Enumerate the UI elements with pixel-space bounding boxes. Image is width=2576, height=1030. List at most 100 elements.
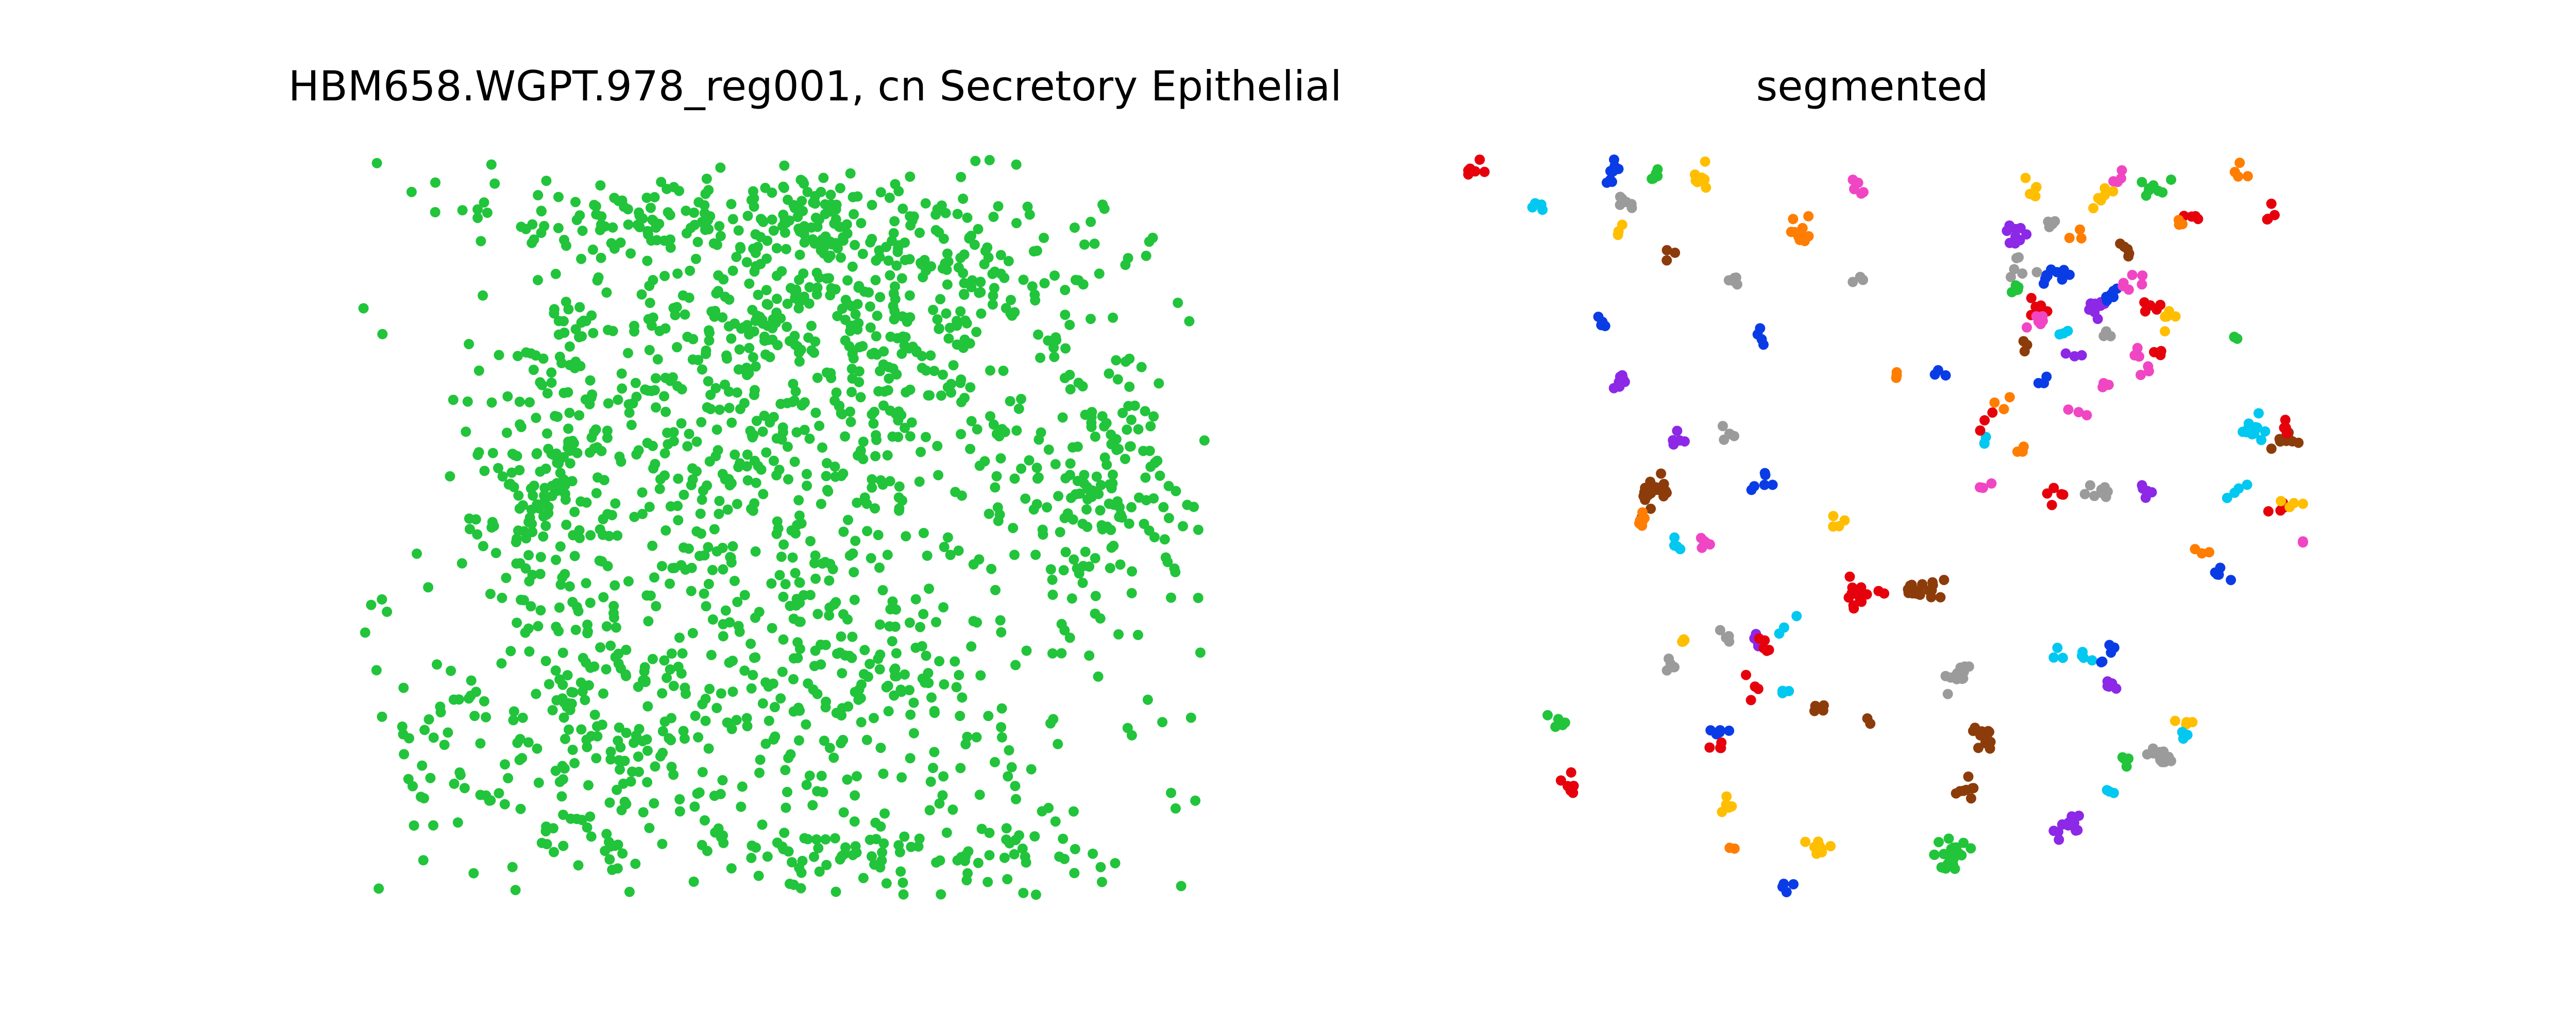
data-point bbox=[831, 387, 842, 398]
data-point bbox=[371, 158, 382, 168]
data-point bbox=[514, 465, 525, 475]
data-point bbox=[499, 799, 510, 810]
data-point bbox=[916, 258, 926, 268]
data-point bbox=[799, 237, 810, 248]
data-point bbox=[945, 550, 956, 560]
cluster-point bbox=[1933, 365, 1943, 375]
data-point bbox=[748, 670, 758, 680]
data-point bbox=[1074, 568, 1084, 579]
cluster-point bbox=[1638, 491, 1649, 502]
data-point bbox=[1193, 524, 1204, 535]
data-point bbox=[760, 182, 771, 193]
data-point bbox=[557, 647, 568, 658]
data-point bbox=[560, 480, 570, 490]
data-point bbox=[637, 213, 648, 224]
data-point bbox=[775, 693, 786, 704]
data-point bbox=[768, 455, 779, 466]
data-point bbox=[1026, 764, 1037, 775]
data-point bbox=[874, 562, 885, 573]
data-point bbox=[812, 372, 823, 383]
data-point bbox=[559, 328, 570, 338]
data-point bbox=[726, 557, 737, 568]
data-point bbox=[707, 564, 718, 575]
data-point bbox=[975, 670, 986, 681]
data-point bbox=[505, 646, 516, 657]
data-point bbox=[776, 552, 787, 562]
data-point bbox=[849, 567, 859, 577]
cluster-point bbox=[2022, 322, 2032, 333]
data-point bbox=[771, 307, 782, 318]
data-point bbox=[1107, 478, 1118, 489]
data-point bbox=[608, 608, 619, 619]
data-point bbox=[697, 364, 707, 375]
cluster-point bbox=[2112, 177, 2123, 187]
data-point bbox=[554, 602, 565, 613]
data-point bbox=[884, 621, 895, 632]
data-point bbox=[554, 351, 565, 362]
data-point bbox=[439, 740, 450, 750]
data-point bbox=[637, 487, 648, 498]
data-point bbox=[760, 349, 771, 360]
cluster-point bbox=[2088, 203, 2099, 214]
data-point bbox=[606, 238, 617, 249]
cluster-point bbox=[2002, 226, 2012, 236]
data-point bbox=[905, 431, 916, 442]
data-point bbox=[1079, 239, 1090, 250]
data-point bbox=[915, 622, 925, 632]
data-point bbox=[513, 490, 524, 501]
data-point bbox=[988, 419, 999, 430]
data-point bbox=[904, 617, 915, 628]
data-point bbox=[724, 657, 735, 668]
data-point bbox=[775, 399, 786, 409]
data-point bbox=[942, 279, 953, 290]
data-point bbox=[745, 639, 756, 649]
data-point bbox=[565, 458, 575, 469]
data-point bbox=[715, 162, 726, 173]
cluster-point bbox=[1998, 404, 2009, 415]
data-point bbox=[825, 190, 836, 200]
data-point bbox=[581, 578, 591, 589]
data-point bbox=[842, 275, 853, 286]
data-point bbox=[918, 528, 929, 538]
cluster-point bbox=[1879, 588, 1890, 599]
data-point bbox=[656, 177, 667, 187]
cluster-point bbox=[1679, 436, 1690, 447]
data-point bbox=[1020, 851, 1030, 862]
data-point bbox=[1139, 519, 1149, 529]
data-point bbox=[925, 350, 936, 361]
cluster-point bbox=[2143, 487, 2154, 498]
data-point bbox=[825, 368, 836, 379]
data-point bbox=[845, 168, 856, 179]
data-point bbox=[935, 294, 946, 304]
data-point bbox=[1090, 608, 1100, 619]
data-point bbox=[900, 237, 910, 248]
data-point bbox=[727, 214, 738, 225]
data-point bbox=[586, 831, 597, 842]
data-point bbox=[616, 368, 627, 379]
data-point bbox=[810, 407, 821, 418]
data-point bbox=[934, 656, 945, 666]
data-point bbox=[1088, 848, 1098, 859]
cluster-point bbox=[2106, 647, 2116, 658]
data-point bbox=[1123, 253, 1133, 264]
data-point bbox=[995, 453, 1006, 464]
data-point bbox=[753, 289, 764, 300]
data-point bbox=[729, 576, 740, 586]
data-point bbox=[900, 313, 911, 323]
data-point bbox=[638, 807, 649, 818]
data-point bbox=[1059, 512, 1070, 523]
data-point bbox=[812, 786, 823, 797]
data-point bbox=[471, 686, 482, 697]
data-point bbox=[630, 859, 641, 869]
data-point bbox=[877, 585, 888, 595]
data-point bbox=[541, 839, 552, 849]
data-point bbox=[867, 234, 877, 244]
data-point bbox=[552, 411, 563, 422]
data-point bbox=[885, 604, 896, 614]
data-point bbox=[497, 592, 507, 603]
data-point bbox=[706, 649, 717, 660]
data-point bbox=[608, 600, 619, 611]
data-point bbox=[1079, 470, 1090, 480]
data-point bbox=[662, 183, 672, 194]
cluster-point bbox=[1965, 843, 1976, 854]
